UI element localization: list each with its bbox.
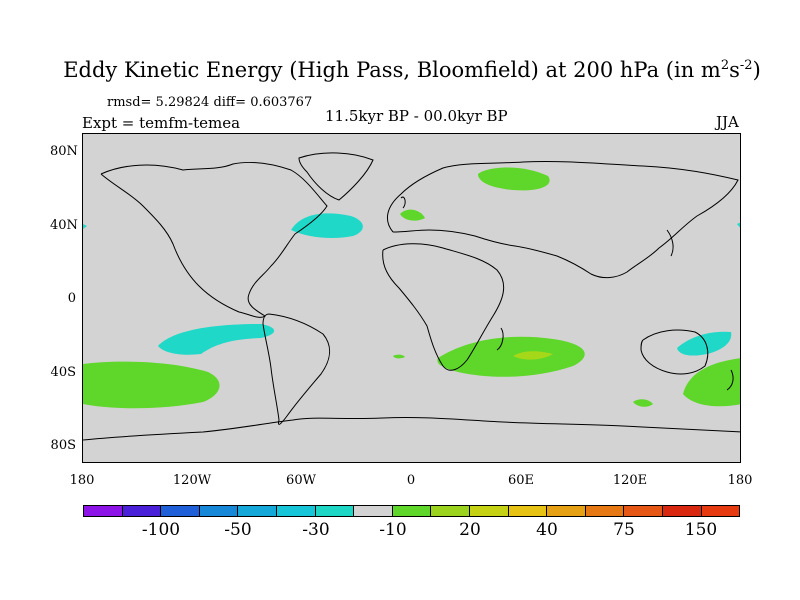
colorbar-label-neg30: -30 [302, 520, 330, 540]
colorbar-box-13 [585, 506, 625, 516]
lon-label-60w: 60W [286, 473, 316, 488]
western-edge-anomaly [83, 224, 87, 229]
experiment-label: Expt = temfm-temea [82, 114, 241, 132]
south-indian-positive-anomaly [437, 336, 585, 377]
time-period-label: 11.5kyr BP - 00.0kyr BP [325, 107, 508, 125]
colorbar-box-14 [624, 506, 663, 516]
britain-coast [400, 196, 406, 209]
arctic-russia-positive-anomaly [478, 167, 550, 191]
colorbar-box-8 [392, 506, 432, 516]
south-indian-peak-anomaly [513, 351, 553, 360]
anomaly-regions [83, 167, 740, 409]
australia-east-negative-anomaly [677, 331, 732, 356]
world-map [82, 133, 741, 463]
coastlines [83, 152, 740, 441]
lat-label-0: 0 [67, 291, 76, 306]
lat-label-40n: 40N [50, 218, 78, 233]
new-zealand-coast [726, 369, 734, 391]
south-pacific-positive-anomaly [83, 361, 220, 409]
tasman-positive-anomaly [683, 358, 740, 407]
lat-label-80n: 80N [50, 144, 78, 159]
colorbar-label-20: 20 [459, 520, 481, 540]
south-pacific-negative-anomaly [158, 324, 275, 355]
colorbar-box-1 [122, 506, 162, 516]
africa-coast [382, 243, 505, 371]
atlantic-small-anomaly [393, 354, 405, 359]
colorbar-box-12 [547, 506, 586, 516]
lon-label-180e: 180 [727, 473, 753, 488]
colorbar-label-neg10: -10 [379, 520, 407, 540]
colorbar-box-6 [315, 506, 355, 516]
eastern-pacific-right-edge-anomaly [737, 222, 740, 228]
colorbar-label-40: 40 [536, 520, 558, 540]
rmsd-diff-stats: rmsd= 5.29824 diff= 0.603767 [107, 95, 313, 110]
madagascar-coast [496, 327, 504, 351]
antarctica-coast [83, 416, 740, 441]
lon-label-120w: 120W [172, 473, 212, 488]
north-america-coast [100, 161, 328, 318]
colorbar-box-9 [431, 506, 470, 516]
colorbar-box-15 [662, 506, 702, 516]
colorbar-label-75: 75 [613, 520, 635, 540]
colorbar-box-16 [701, 506, 740, 516]
south-america-coast [262, 313, 330, 425]
plot-title: Eddy Kinetic Energy (High Pass, Bloomfie… [63, 58, 761, 82]
europe-asia-coast [386, 160, 739, 279]
north-atlantic-negative-anomaly [291, 213, 363, 238]
colorbar-label-neg50: -50 [224, 520, 252, 540]
colorbar-label-neg100: -100 [141, 520, 181, 540]
colorbar-box-2 [161, 506, 200, 516]
lon-label-120e: 120E [612, 473, 648, 488]
colorbar-box-4 [238, 506, 277, 516]
colorbar-box-5 [276, 506, 316, 516]
colorbar-box-7 [354, 506, 393, 516]
colorbar-label-150: 150 [684, 520, 718, 540]
lon-label-180w: 180 [69, 473, 95, 488]
australia-coast [640, 329, 709, 375]
lat-label-40s: 40S [50, 365, 76, 380]
season-label: JJA [716, 113, 739, 131]
colorbar-box-11 [508, 506, 548, 516]
japan-coast [666, 229, 674, 257]
lat-label-80s: 80S [50, 438, 76, 453]
lon-label-0: 0 [406, 473, 416, 488]
colorbar [83, 505, 740, 517]
greenland-coast [298, 152, 374, 201]
southern-ocean-small-anomaly [633, 399, 653, 407]
colorbar-box-3 [199, 506, 239, 516]
map-canvas [83, 152, 740, 441]
europe-positive-anomaly [400, 209, 425, 221]
colorbar-box-0 [84, 506, 123, 516]
lon-label-60e: 60E [507, 473, 535, 488]
colorbar-box-10 [469, 506, 509, 516]
